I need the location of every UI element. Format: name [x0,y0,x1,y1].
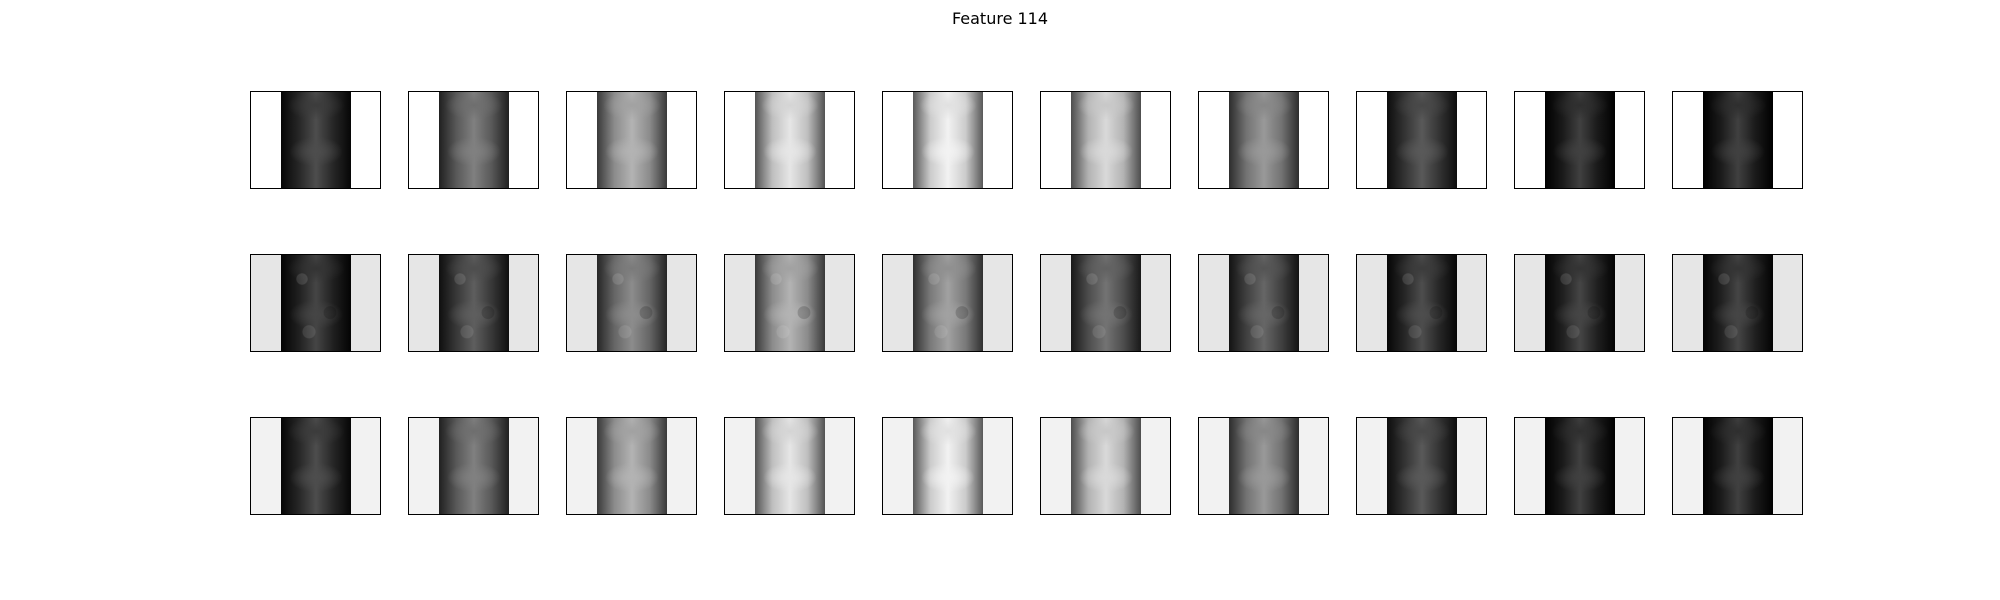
activation-band [755,255,825,351]
activation-band [439,92,509,188]
feature-map-r3-c9 [1514,417,1645,515]
feature-map-r2-c8 [1356,254,1487,352]
feature-map-r3-c10 [1672,417,1803,515]
activation-band [1387,418,1457,514]
feature-map-r1-c10 [1672,91,1803,189]
activation-band [913,255,983,351]
activation-band [281,418,351,514]
feature-map-r3-c8 [1356,417,1487,515]
feature-map-r1-c3 [566,91,697,189]
activation-band [913,92,983,188]
feature-map-r3-c4 [724,417,855,515]
feature-map-r1-c6 [1040,91,1171,189]
activation-band [1071,418,1141,514]
feature-map-r3-c6 [1040,417,1171,515]
feature-map-r2-c6 [1040,254,1171,352]
feature-map-r1-c1 [250,91,381,189]
feature-map-r2-c1 [250,254,381,352]
feature-map-r2-c4 [724,254,855,352]
activation-band [439,255,509,351]
activation-band [1703,92,1773,188]
feature-map-r1-c9 [1514,91,1645,189]
activation-band [1703,255,1773,351]
activation-band [1387,255,1457,351]
activation-band [597,92,667,188]
activation-band [1229,92,1299,188]
feature-map-r2-c3 [566,254,697,352]
activation-band [1387,92,1457,188]
activation-band [597,418,667,514]
feature-map-r2-c9 [1514,254,1645,352]
activation-band [1229,418,1299,514]
activation-band [1071,92,1141,188]
activation-band [1071,255,1141,351]
feature-map-r3-c5 [882,417,1013,515]
figure-title: Feature 114 [951,9,1049,28]
feature-map-r1-c7 [1198,91,1329,189]
activation-band [1703,418,1773,514]
feature-map-r3-c2 [408,417,539,515]
feature-map-r1-c4 [724,91,855,189]
feature-map-r2-c7 [1198,254,1329,352]
activation-band [755,92,825,188]
activation-band [281,92,351,188]
feature-map-r1-c5 [882,91,1013,189]
activation-band [1545,255,1615,351]
activation-band [281,255,351,351]
feature-map-r2-c5 [882,254,1013,352]
activation-band [1545,418,1615,514]
activation-band [1545,92,1615,188]
feature-map-r1-c2 [408,91,539,189]
activation-band [913,418,983,514]
feature-map-r3-c7 [1198,417,1329,515]
feature-map-r1-c8 [1356,91,1487,189]
activation-band [597,255,667,351]
activation-band [755,418,825,514]
feature-map-r2-c10 [1672,254,1803,352]
activation-band [439,418,509,514]
feature-map-r3-c3 [566,417,697,515]
feature-map-r3-c1 [250,417,381,515]
feature-map-r2-c2 [408,254,539,352]
activation-band [1229,255,1299,351]
